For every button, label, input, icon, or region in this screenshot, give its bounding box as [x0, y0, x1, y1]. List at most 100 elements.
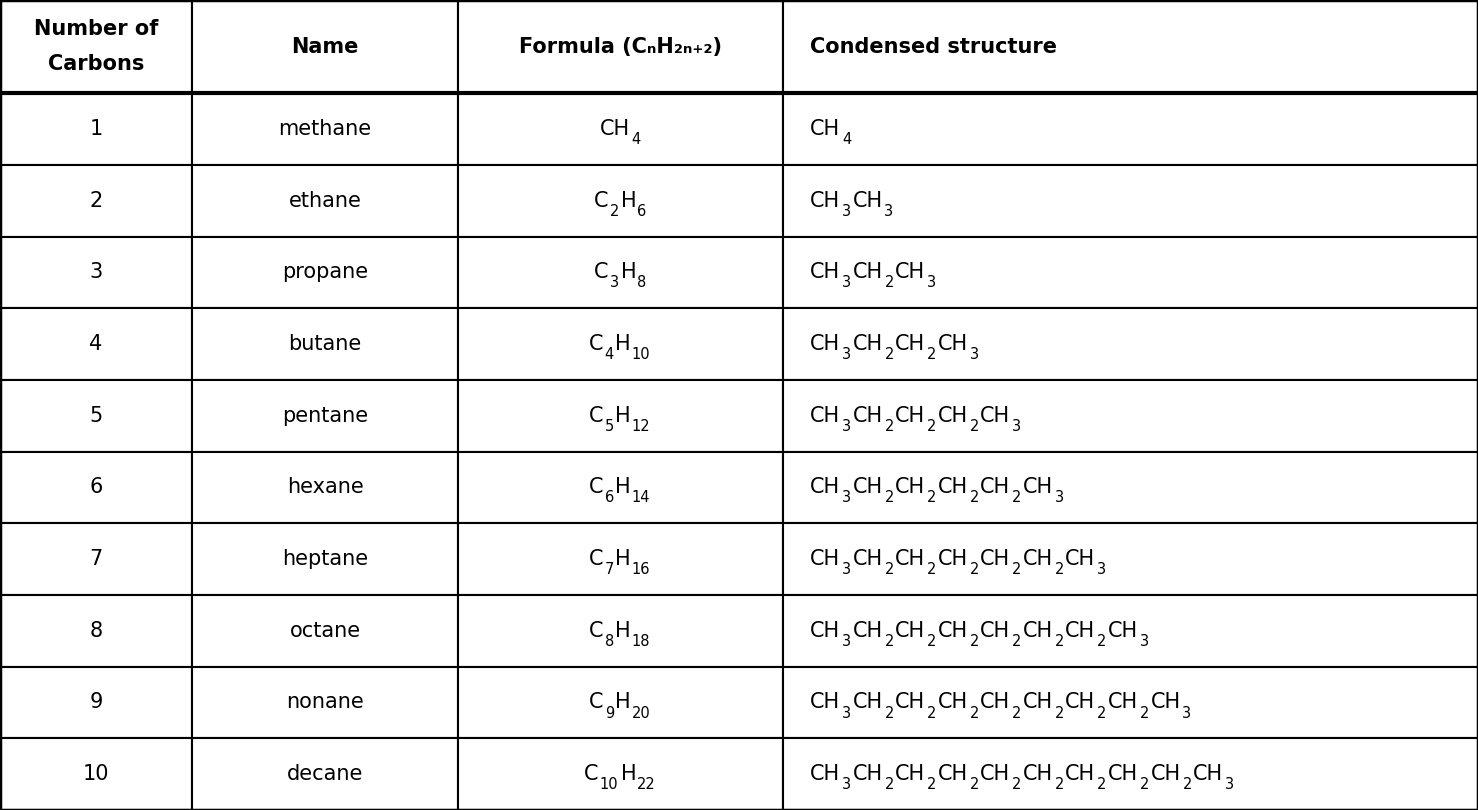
Text: 3: 3 [842, 203, 851, 219]
Bar [783, 237, 1478, 308]
Bar [0, 451, 192, 523]
Text: 2: 2 [970, 777, 978, 792]
Text: CH: CH [810, 334, 840, 354]
Text: CH: CH [810, 119, 840, 139]
Text: CH: CH [853, 190, 882, 211]
Text: 4: 4 [842, 132, 851, 147]
Bar [0, 237, 192, 308]
Text: 3: 3 [842, 777, 851, 792]
Text: H: H [615, 477, 631, 497]
Text: H: H [615, 406, 631, 426]
Bar [0, 667, 192, 739]
Text: 2: 2 [927, 777, 937, 792]
Text: Number of: Number of [34, 19, 158, 39]
Text: CH: CH [896, 406, 925, 426]
Text: CH: CH [937, 549, 968, 569]
Bar [192, 237, 458, 308]
Text: H: H [615, 620, 631, 641]
Text: C: C [584, 764, 599, 784]
Text: C: C [588, 477, 603, 497]
Text: 2: 2 [884, 275, 894, 291]
Text: 3: 3 [842, 347, 851, 362]
Text: CH: CH [937, 477, 968, 497]
Text: 7: 7 [90, 549, 102, 569]
Text: 3: 3 [1097, 562, 1107, 578]
Text: C: C [594, 262, 609, 283]
Text: 3: 3 [1012, 419, 1021, 434]
Text: 2: 2 [970, 706, 978, 721]
Bar [0, 0, 192, 93]
Bar [192, 739, 458, 810]
Text: 6: 6 [89, 477, 103, 497]
Text: 2: 2 [1012, 633, 1021, 649]
Bar [192, 0, 458, 93]
Text: CH: CH [1150, 764, 1181, 784]
Text: hexane: hexane [287, 477, 364, 497]
Text: 3: 3 [1182, 706, 1191, 721]
Text: CH: CH [853, 620, 882, 641]
Text: methane: methane [278, 119, 372, 139]
Bar [192, 451, 458, 523]
Text: CH: CH [896, 693, 925, 713]
Text: 1: 1 [90, 119, 102, 139]
Text: 4: 4 [605, 347, 613, 362]
Text: 12: 12 [631, 419, 650, 434]
Text: CH: CH [980, 406, 1011, 426]
Bar [458, 739, 783, 810]
Text: 5: 5 [605, 419, 613, 434]
Bar [192, 523, 458, 595]
Bar [783, 595, 1478, 667]
Text: CH: CH [896, 262, 925, 283]
Text: CH: CH [1193, 764, 1224, 784]
Text: CH: CH [810, 693, 840, 713]
Text: CH: CH [896, 764, 925, 784]
Text: 20: 20 [631, 706, 650, 721]
Bar [0, 380, 192, 452]
Text: heptane: heptane [282, 549, 368, 569]
Text: CH: CH [937, 620, 968, 641]
Text: CH: CH [1023, 693, 1052, 713]
Bar [192, 380, 458, 452]
Bar [0, 739, 192, 810]
Text: C: C [594, 190, 609, 211]
Text: 3: 3 [884, 203, 894, 219]
Text: decane: decane [287, 764, 364, 784]
Text: 9: 9 [89, 693, 103, 713]
Text: H: H [615, 549, 631, 569]
Text: 2: 2 [610, 203, 619, 219]
Text: 2: 2 [884, 562, 894, 578]
Text: 4: 4 [90, 334, 102, 354]
Bar [192, 93, 458, 165]
Text: CH: CH [810, 262, 840, 283]
Text: 2: 2 [1097, 777, 1107, 792]
Text: 2: 2 [1012, 562, 1021, 578]
Text: 3: 3 [842, 706, 851, 721]
Text: 2: 2 [1097, 706, 1107, 721]
Bar [783, 93, 1478, 165]
Text: 2: 2 [884, 419, 894, 434]
Text: 2: 2 [1055, 633, 1064, 649]
Bar [458, 380, 783, 452]
Text: H: H [621, 764, 637, 784]
Text: Carbons: Carbons [47, 54, 145, 75]
Text: 7: 7 [605, 562, 615, 578]
Text: CH: CH [1108, 693, 1138, 713]
Bar [783, 523, 1478, 595]
Bar [458, 237, 783, 308]
Text: CH: CH [1023, 764, 1052, 784]
Text: 3: 3 [970, 347, 978, 362]
Text: 2: 2 [927, 633, 937, 649]
Text: CH: CH [937, 406, 968, 426]
Text: CH: CH [853, 764, 882, 784]
Bar [458, 93, 783, 165]
Text: 10: 10 [83, 764, 109, 784]
Text: 2: 2 [927, 490, 937, 505]
Text: pentane: pentane [282, 406, 368, 426]
Text: 3: 3 [842, 419, 851, 434]
Text: nonane: nonane [287, 693, 364, 713]
Bar [0, 523, 192, 595]
Text: CH: CH [1066, 693, 1095, 713]
Text: 2: 2 [1055, 562, 1064, 578]
Text: Name: Name [291, 36, 359, 57]
Text: 18: 18 [631, 633, 650, 649]
